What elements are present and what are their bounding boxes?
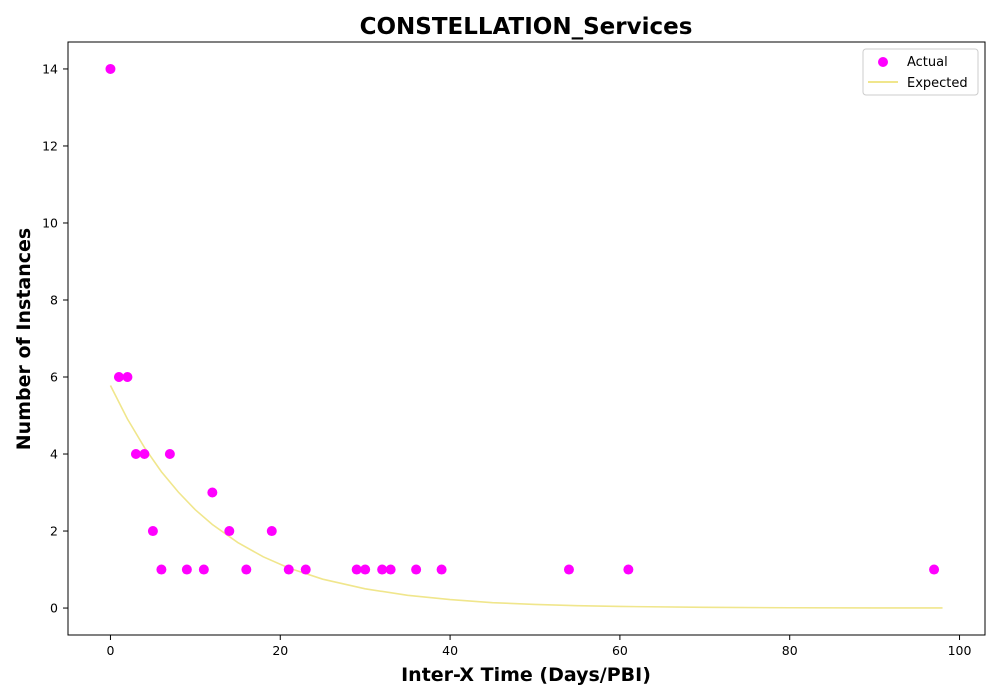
actual-point	[283, 564, 294, 575]
actual-point	[105, 63, 116, 74]
x-axis: 0 20 40 60 80 100	[106, 635, 972, 658]
actual-point	[377, 564, 388, 575]
legend-marker-actual	[878, 57, 888, 67]
actual-point	[266, 526, 277, 537]
actual-point	[224, 526, 235, 537]
actual-point	[181, 564, 192, 575]
chart-title: CONSTELLATION_Services	[360, 14, 693, 40]
x-tick-label: 0	[106, 643, 114, 658]
y-tick-label: 10	[42, 215, 58, 230]
y-axis-label: Number of Instances	[13, 228, 35, 450]
legend-label-actual: Actual	[907, 55, 948, 70]
x-tick-label: 60	[612, 643, 628, 658]
plot-area	[105, 63, 943, 609]
y-tick-label: 14	[42, 61, 58, 76]
x-tick-label: 20	[272, 643, 288, 658]
actual-point	[563, 564, 574, 575]
x-axis-label: Inter-X Time (Days/PBI)	[401, 664, 651, 686]
actual-point	[207, 487, 218, 498]
actual-point	[130, 449, 141, 460]
expected-curve	[109, 385, 943, 609]
plot-frame	[67, 41, 986, 636]
y-axis: 0 2 4 6 8 10 12 14	[42, 61, 68, 616]
legend-label-expected: Expected	[907, 76, 968, 91]
x-tick-label: 100	[948, 643, 972, 658]
actual-point	[436, 564, 447, 575]
x-tick-label: 80	[782, 643, 798, 658]
actual-point	[241, 564, 252, 575]
actual-point	[351, 564, 362, 575]
legend-box	[862, 48, 979, 96]
y-tick-label: 8	[50, 292, 58, 307]
actual-point	[164, 449, 175, 460]
actual-point	[122, 372, 133, 383]
actual-point	[139, 449, 150, 460]
actual-point	[411, 564, 422, 575]
actual-point	[300, 564, 311, 575]
x-tick-label: 40	[442, 643, 458, 658]
y-tick-label: 4	[50, 447, 58, 462]
actual-point	[385, 564, 396, 575]
actual-point	[623, 564, 634, 575]
actual-point	[198, 564, 209, 575]
y-tick-label: 2	[50, 524, 58, 539]
y-tick-label: 6	[50, 370, 58, 385]
y-tick-label: 0	[50, 601, 58, 616]
actual-point	[360, 564, 371, 575]
actual-point	[929, 564, 940, 575]
actual-point	[113, 372, 124, 383]
legend: Actual Expected	[862, 48, 979, 96]
actual-point	[147, 526, 158, 537]
y-tick-label: 12	[42, 138, 58, 153]
actual-point	[156, 564, 167, 575]
